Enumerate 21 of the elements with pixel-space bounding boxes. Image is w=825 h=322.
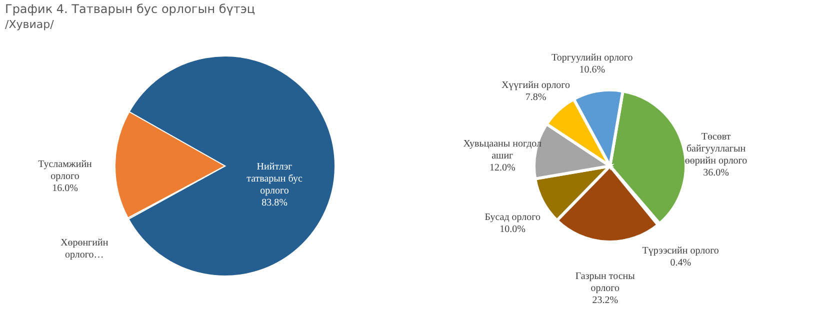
slice-label: Тусламжийн орлого [38, 159, 93, 182]
data-label: 36.0% [703, 168, 729, 179]
slice-label: Түрээсийн орлого [642, 245, 719, 256]
slice-label: Хүүгийн орлого [501, 80, 570, 91]
data-label: 23.2% [592, 294, 618, 306]
data-label: 83.8% [262, 197, 288, 208]
slice-label: Газрын тосны орлого [575, 270, 636, 294]
slice-label: Нийтлэг татварын бус орлого [246, 161, 303, 196]
chart-title: График 4. Татварын бус орлогын бүтэц [5, 2, 256, 16]
slice-label: Бусад орлого [484, 212, 541, 224]
data-label: 12.0% [489, 162, 516, 174]
data-label: 7.8% [525, 92, 546, 103]
data-label: 0.4% [670, 257, 692, 268]
slice-label: Төсөвт байгууллагын өөрийн орлого [684, 132, 748, 167]
data-label: 10.6% [579, 64, 606, 76]
chart-subtitle: /Хувиар/ [5, 18, 54, 31]
slice-label: Хувьцааны ногдол ашиг [463, 138, 542, 162]
slice-label: Хөрөнгийн орлого… [60, 237, 109, 260]
slice-label: Торгуулийн орлого [552, 52, 633, 64]
data-label: 16.0% [52, 183, 78, 194]
data-label: 10.0% [500, 224, 526, 236]
